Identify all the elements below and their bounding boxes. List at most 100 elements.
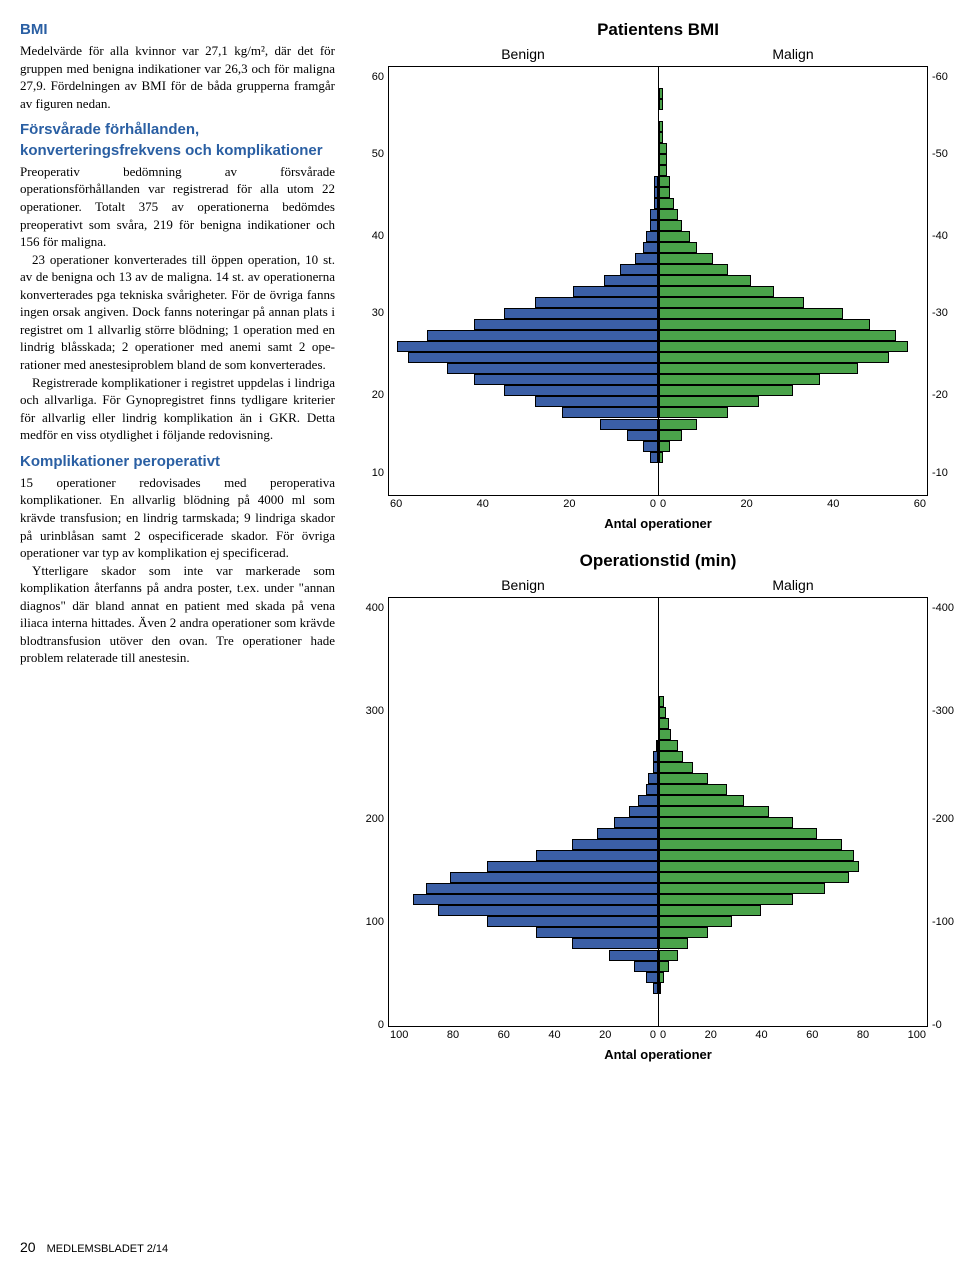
bar	[659, 894, 793, 905]
bar	[474, 319, 658, 330]
bar	[659, 308, 843, 319]
plot-malign	[658, 597, 928, 1027]
x-tick-label: 100	[908, 1029, 926, 1041]
bar	[659, 396, 759, 407]
bar	[426, 883, 658, 894]
x-tick-label: 20	[741, 498, 753, 510]
bar	[650, 452, 658, 463]
plot-benign	[388, 66, 658, 496]
bar	[646, 231, 658, 242]
paragraph: Registrerade komplikationer i regis­tret…	[20, 374, 335, 444]
charts-column: Patientens BMI 605040302010 Benign Malig…	[360, 20, 956, 1219]
y-axis-right: -60-50-40-30-20-10	[928, 46, 956, 496]
bar	[659, 419, 697, 430]
x-tick-label: 20	[599, 1029, 611, 1041]
x-tick-label: 0	[650, 1029, 656, 1041]
bar	[614, 817, 658, 828]
y-tick-label: -0	[932, 1019, 942, 1031]
bar	[659, 264, 728, 275]
bar	[604, 275, 658, 286]
bar	[627, 430, 658, 441]
bar	[447, 363, 658, 374]
bar	[659, 385, 793, 396]
bar	[659, 220, 682, 231]
panel-title-malign: Malign	[658, 577, 928, 593]
bar	[620, 264, 658, 275]
x-tick-label: 60	[914, 498, 926, 510]
bar	[659, 231, 690, 242]
chart-title: Patientens BMI	[597, 20, 719, 40]
y-axis-right: -400-300-200-100-0	[928, 577, 956, 1027]
bar	[629, 806, 658, 817]
bar	[659, 242, 697, 253]
bar	[438, 905, 658, 916]
bar	[659, 696, 664, 707]
y-tick-label: 400	[366, 602, 384, 614]
bar	[650, 209, 658, 220]
bar	[659, 176, 670, 187]
bar	[659, 407, 728, 418]
heading-bmi: BMI	[20, 20, 335, 40]
x-axis-label: Antal operationer	[604, 516, 712, 531]
bar	[659, 297, 804, 308]
plot-malign	[658, 66, 928, 496]
bar	[659, 784, 727, 795]
panel-title-benign: Benign	[388, 46, 658, 62]
bar	[659, 817, 793, 828]
x-tick-label: 20	[563, 498, 575, 510]
plot-benign	[388, 597, 658, 1027]
bar	[659, 740, 678, 751]
bar	[408, 352, 658, 363]
chart-operationtime: Operationstid (min) 4003002001000 Benign…	[360, 551, 956, 1062]
y-tick-label: -200	[932, 813, 954, 825]
bar	[659, 441, 670, 452]
bar	[635, 253, 658, 264]
bar	[638, 795, 658, 806]
y-tick-label: 40	[372, 230, 384, 242]
bar	[397, 341, 658, 352]
bar	[659, 132, 663, 143]
bar	[659, 99, 663, 110]
bar	[659, 275, 751, 286]
bar	[536, 927, 658, 938]
y-tick-label: -50	[932, 148, 948, 160]
bar	[659, 341, 908, 352]
bar	[659, 883, 825, 894]
bar	[634, 961, 658, 972]
bar	[659, 972, 664, 983]
bar	[659, 154, 667, 165]
bar	[659, 927, 708, 938]
bar	[659, 187, 670, 198]
bar	[572, 839, 658, 850]
chart-bmi: Patientens BMI 605040302010 Benign Malig…	[360, 20, 956, 531]
x-tick-label: 80	[447, 1029, 459, 1041]
x-tick-label: 60	[498, 1029, 510, 1041]
bar	[535, 297, 658, 308]
bar	[659, 795, 744, 806]
y-tick-label: 50	[372, 148, 384, 160]
bar	[643, 441, 658, 452]
y-tick-label: 60	[372, 71, 384, 83]
bar	[535, 396, 658, 407]
bar	[650, 220, 658, 231]
bar	[659, 88, 663, 99]
bar	[659, 209, 678, 220]
bar	[659, 872, 849, 883]
bar	[659, 916, 732, 927]
heading-complications: Försvårade förhållanden, konverteringsfr…	[20, 120, 335, 161]
bar	[659, 430, 682, 441]
bar	[536, 850, 658, 861]
bar	[659, 729, 671, 740]
bar	[659, 806, 769, 817]
bar	[659, 121, 663, 132]
x-tick-label: 0	[660, 498, 666, 510]
y-tick-label: 200	[366, 813, 384, 825]
y-tick-label: -60	[932, 71, 948, 83]
x-tick-label: 0	[650, 498, 656, 510]
bar	[474, 374, 658, 385]
panel-title-benign: Benign	[388, 577, 658, 593]
bar	[659, 253, 713, 264]
paragraph: 15 operationer redovisades med perope­ra…	[20, 474, 335, 562]
panel-title-malign: Malign	[658, 46, 928, 62]
y-tick-label: -20	[932, 389, 948, 401]
